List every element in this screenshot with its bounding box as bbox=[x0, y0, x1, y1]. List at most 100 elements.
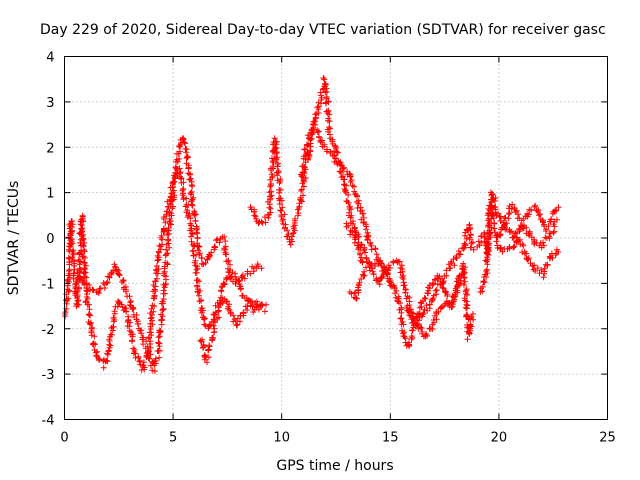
data-point bbox=[376, 281, 383, 288]
data-point bbox=[273, 150, 280, 157]
data-point bbox=[421, 295, 428, 301]
data-point bbox=[74, 301, 81, 308]
data-point bbox=[464, 336, 471, 343]
data-point bbox=[75, 297, 82, 304]
data-point bbox=[362, 249, 369, 256]
data-point bbox=[433, 287, 440, 293]
data-point bbox=[162, 219, 169, 226]
data-point bbox=[146, 329, 153, 336]
data-point bbox=[480, 279, 487, 285]
y-tick-label: -4 bbox=[42, 414, 55, 429]
data-point bbox=[104, 351, 111, 358]
data-point bbox=[271, 135, 278, 142]
data-point bbox=[417, 324, 424, 331]
data-point bbox=[199, 307, 206, 314]
data-point bbox=[144, 343, 151, 350]
data-point bbox=[207, 252, 213, 259]
data-point bbox=[464, 312, 471, 319]
data-point bbox=[373, 251, 380, 258]
data-point bbox=[450, 301, 457, 308]
data-point bbox=[74, 269, 81, 276]
data-point bbox=[429, 296, 435, 303]
data-point bbox=[90, 341, 97, 348]
data-point bbox=[167, 193, 174, 200]
data-point bbox=[495, 210, 501, 217]
data-point bbox=[312, 114, 319, 121]
series-track-A bbox=[62, 165, 270, 373]
data-point bbox=[139, 336, 146, 343]
data-point bbox=[324, 146, 331, 153]
data-point bbox=[301, 164, 308, 170]
data-point bbox=[110, 315, 117, 321]
data-point bbox=[274, 163, 281, 170]
data-point bbox=[216, 239, 223, 246]
data-point bbox=[549, 255, 556, 261]
data-point bbox=[275, 169, 281, 176]
data-point bbox=[423, 302, 430, 309]
data-point bbox=[135, 320, 142, 327]
data-point bbox=[358, 276, 365, 282]
data-point bbox=[258, 265, 265, 272]
data-point bbox=[215, 308, 222, 315]
data-point bbox=[101, 356, 107, 363]
data-point bbox=[202, 356, 208, 363]
data-point bbox=[301, 153, 308, 160]
data-point bbox=[216, 314, 222, 321]
data-point bbox=[334, 148, 340, 155]
data-point bbox=[168, 210, 175, 217]
data-point bbox=[224, 258, 231, 265]
data-point bbox=[151, 303, 158, 310]
data-point bbox=[158, 232, 165, 239]
data-point bbox=[75, 257, 82, 264]
data-point bbox=[90, 287, 97, 294]
data-point bbox=[351, 225, 358, 232]
data-point bbox=[274, 149, 280, 156]
data-point bbox=[325, 128, 332, 135]
data-point bbox=[89, 286, 96, 293]
data-point bbox=[183, 195, 190, 202]
y-tick-label: -2 bbox=[42, 323, 55, 338]
data-point bbox=[408, 309, 415, 316]
data-point bbox=[422, 295, 429, 302]
data-point bbox=[100, 364, 107, 371]
data-point bbox=[365, 232, 372, 239]
data-point bbox=[368, 261, 375, 268]
data-point bbox=[84, 301, 91, 308]
data-point bbox=[550, 229, 557, 236]
data-point bbox=[230, 312, 237, 319]
x-tick-label: 20 bbox=[491, 431, 508, 446]
data-point bbox=[218, 287, 225, 294]
data-point bbox=[304, 141, 311, 148]
data-point bbox=[208, 249, 215, 256]
data-point bbox=[431, 319, 437, 326]
data-point bbox=[188, 230, 195, 237]
data-point bbox=[531, 203, 538, 210]
data-point bbox=[153, 263, 160, 269]
data-point bbox=[553, 207, 560, 214]
data-point bbox=[321, 143, 327, 150]
data-point bbox=[160, 305, 167, 312]
data-point bbox=[81, 259, 88, 266]
data-point bbox=[123, 308, 130, 315]
y-tick-label: 0 bbox=[46, 232, 54, 247]
data-point bbox=[402, 289, 409, 296]
data-point bbox=[440, 285, 447, 292]
data-point bbox=[205, 354, 212, 361]
data-point bbox=[373, 256, 380, 263]
data-point bbox=[205, 347, 212, 354]
data-point bbox=[219, 234, 226, 241]
data-point bbox=[316, 134, 322, 141]
data-point bbox=[499, 224, 506, 231]
data-point bbox=[96, 285, 103, 292]
data-point bbox=[419, 328, 426, 335]
data-point bbox=[325, 117, 331, 124]
data-point bbox=[255, 306, 262, 313]
data-point bbox=[513, 207, 520, 214]
data-point bbox=[485, 240, 492, 247]
data-point bbox=[240, 310, 247, 317]
data-point bbox=[85, 311, 92, 318]
data-point bbox=[226, 301, 233, 308]
data-point bbox=[400, 321, 407, 328]
data-point bbox=[300, 163, 307, 170]
